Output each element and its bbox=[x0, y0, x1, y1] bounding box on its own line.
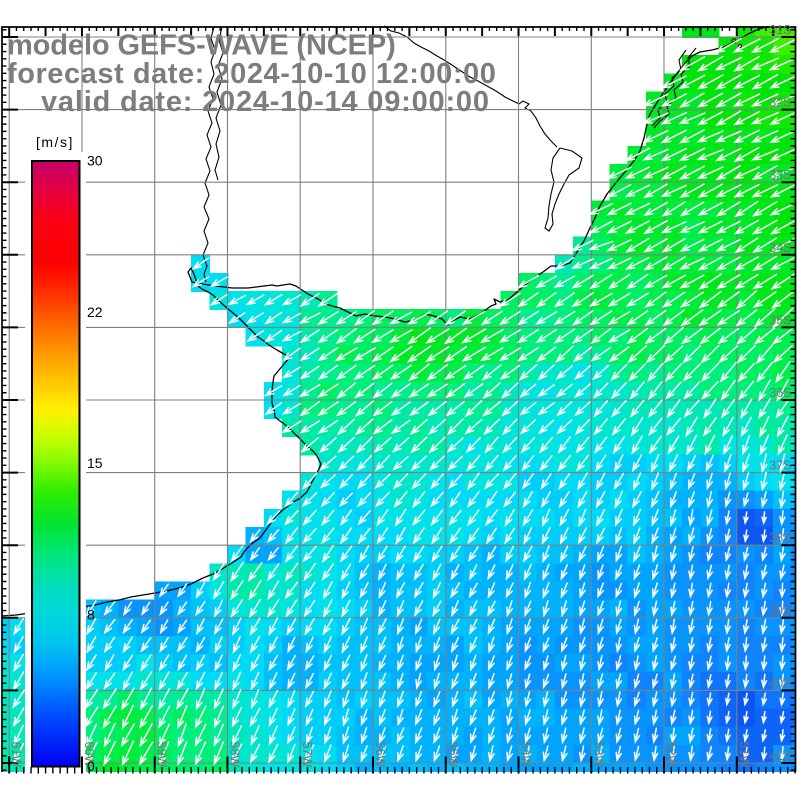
svg-text:valid date: 2024-10-14 09:00:0: valid date: 2024-10-14 09:00:00 bbox=[41, 86, 490, 118]
svg-text:35S: 35S bbox=[769, 313, 791, 327]
svg-text:61W: 61W bbox=[9, 742, 23, 768]
svg-text:58W: 58W bbox=[228, 742, 242, 768]
svg-text:37S: 37S bbox=[769, 459, 791, 473]
svg-text:15: 15 bbox=[87, 455, 103, 471]
svg-text:[m/s]: [m/s] bbox=[36, 134, 74, 150]
svg-text:forecast date: 2024-10-10 12:0: forecast date: 2024-10-10 12:00:00 bbox=[7, 58, 496, 90]
svg-text:0: 0 bbox=[87, 758, 95, 774]
svg-text:22: 22 bbox=[87, 304, 103, 320]
svg-text:51W: 51W bbox=[737, 742, 751, 768]
svg-text:8: 8 bbox=[87, 607, 95, 623]
svg-text:57W: 57W bbox=[300, 742, 314, 768]
svg-text:30: 30 bbox=[87, 153, 103, 169]
svg-text:53W: 53W bbox=[591, 742, 605, 768]
svg-text:33S: 33S bbox=[769, 168, 791, 182]
svg-text:31S: 31S bbox=[769, 23, 791, 37]
svg-text:59W: 59W bbox=[155, 742, 169, 768]
svg-text:34S: 34S bbox=[769, 241, 791, 255]
svg-text:39S: 39S bbox=[769, 604, 791, 618]
svg-text:32S: 32S bbox=[769, 96, 791, 110]
svg-text:38S: 38S bbox=[769, 531, 791, 545]
svg-text:55W: 55W bbox=[446, 742, 460, 768]
svg-text:60W: 60W bbox=[82, 742, 96, 768]
svg-text:41S: 41S bbox=[769, 749, 791, 763]
svg-text:36S: 36S bbox=[769, 386, 791, 400]
svg-text:54W: 54W bbox=[519, 742, 533, 768]
svg-text:40S: 40S bbox=[769, 676, 791, 690]
svg-text:56W: 56W bbox=[373, 742, 387, 768]
svg-text:52W: 52W bbox=[664, 742, 678, 768]
svg-text:modelo GEFS-WAVE (NCEP): modelo GEFS-WAVE (NCEP) bbox=[7, 30, 396, 62]
